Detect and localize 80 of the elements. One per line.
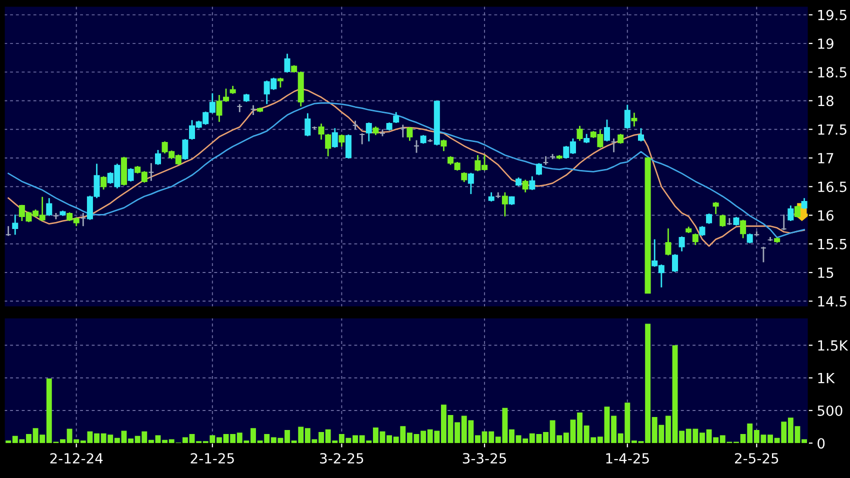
candlestick [345,134,352,160]
candlestick [576,125,583,142]
y-tick-label: 500 [818,405,842,416]
candlestick [692,232,698,246]
candlestick [338,134,345,148]
y-tick-label: 0 [818,438,825,449]
candlestick [488,192,494,202]
candlestick [712,201,719,215]
candlestick [406,126,413,142]
candlestick [760,246,766,263]
candlestick [318,122,324,140]
x-tick-label: 3-3-25 [462,453,506,464]
x-tick-label: 2-1-25 [190,453,234,464]
candlestick [706,212,712,225]
y-tick-label: 1.5K [818,340,848,351]
y-tick-label: 15 [818,268,834,278]
candlestick [393,111,400,124]
y-tick-label: 14.5 [818,296,846,307]
y-tick-label: 16 [818,210,834,221]
candlestick [414,140,420,154]
candlestick [699,225,706,237]
candlestick [502,192,508,218]
candlestick [780,214,787,231]
candlestick [128,168,134,182]
candlestick [604,118,610,142]
candlestick [740,219,746,239]
candlestick [277,77,284,88]
y-tick-label: 15.5 [818,239,846,250]
candlestick [529,176,536,191]
candlestick [182,138,188,160]
candlestick [618,133,624,144]
candlestick [624,104,630,130]
candlestick [325,133,332,157]
candlestick [638,128,644,142]
x-tick-label: 3-2-25 [320,453,364,464]
candlestick [304,112,311,137]
y-tick-label: 17.5 [818,124,846,135]
candlestick [788,204,794,222]
candlestick [672,253,678,273]
y-tick-label: 1K [818,373,835,384]
y-tick-label: 18 [818,96,834,106]
candlestick [440,138,447,152]
candlestick [801,197,808,210]
candlestick [746,232,753,244]
candlestick [250,104,256,116]
candlestick [148,162,154,182]
y-tick-label: 19.5 [818,10,846,20]
candlestick [236,103,243,113]
candlestick [665,228,672,256]
candlestick [5,225,12,237]
x-tick-label: 2-12-24 [50,453,103,464]
candlestick [359,132,366,145]
candlestick [726,217,732,226]
candlestick [332,128,338,148]
candlestick [12,214,18,236]
candlestick [536,162,542,176]
candlestick [794,204,800,218]
candlestick [631,112,638,128]
y-tick-label: 19 [818,38,834,49]
candlestick [584,133,590,144]
candlestick [542,156,549,166]
candlestick [366,122,372,142]
candlestick [720,214,726,228]
candlestick [461,172,468,183]
x-tick-label: 1-4-25 [606,453,649,464]
y-tick-label: 17 [818,153,834,164]
candlestick [46,197,52,217]
candlestick [610,138,617,153]
x-tick-label: 2-5-25 [734,453,778,464]
candlestick [100,176,107,190]
candlestick [154,149,161,166]
candlestick [284,53,290,74]
candlestick [468,172,474,195]
candlestick [80,212,86,227]
y-tick-label: 16.5 [818,182,846,192]
candlestick [400,124,406,138]
candlestick [352,120,358,130]
candlestick [522,179,528,194]
y-tick-label: 18.5 [818,67,846,78]
candlestick [678,236,685,252]
